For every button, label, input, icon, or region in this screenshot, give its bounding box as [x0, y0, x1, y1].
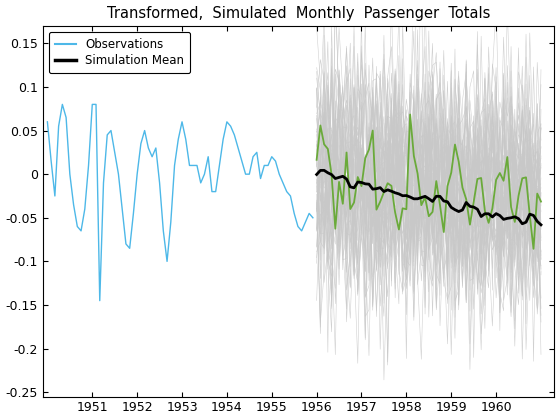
- Title: Transformed,  Simulated  Monthly  Passenger  Totals: Transformed, Simulated Monthly Passenger…: [107, 5, 491, 21]
- Legend: Observations, Simulation Mean: Observations, Simulation Mean: [49, 32, 190, 73]
